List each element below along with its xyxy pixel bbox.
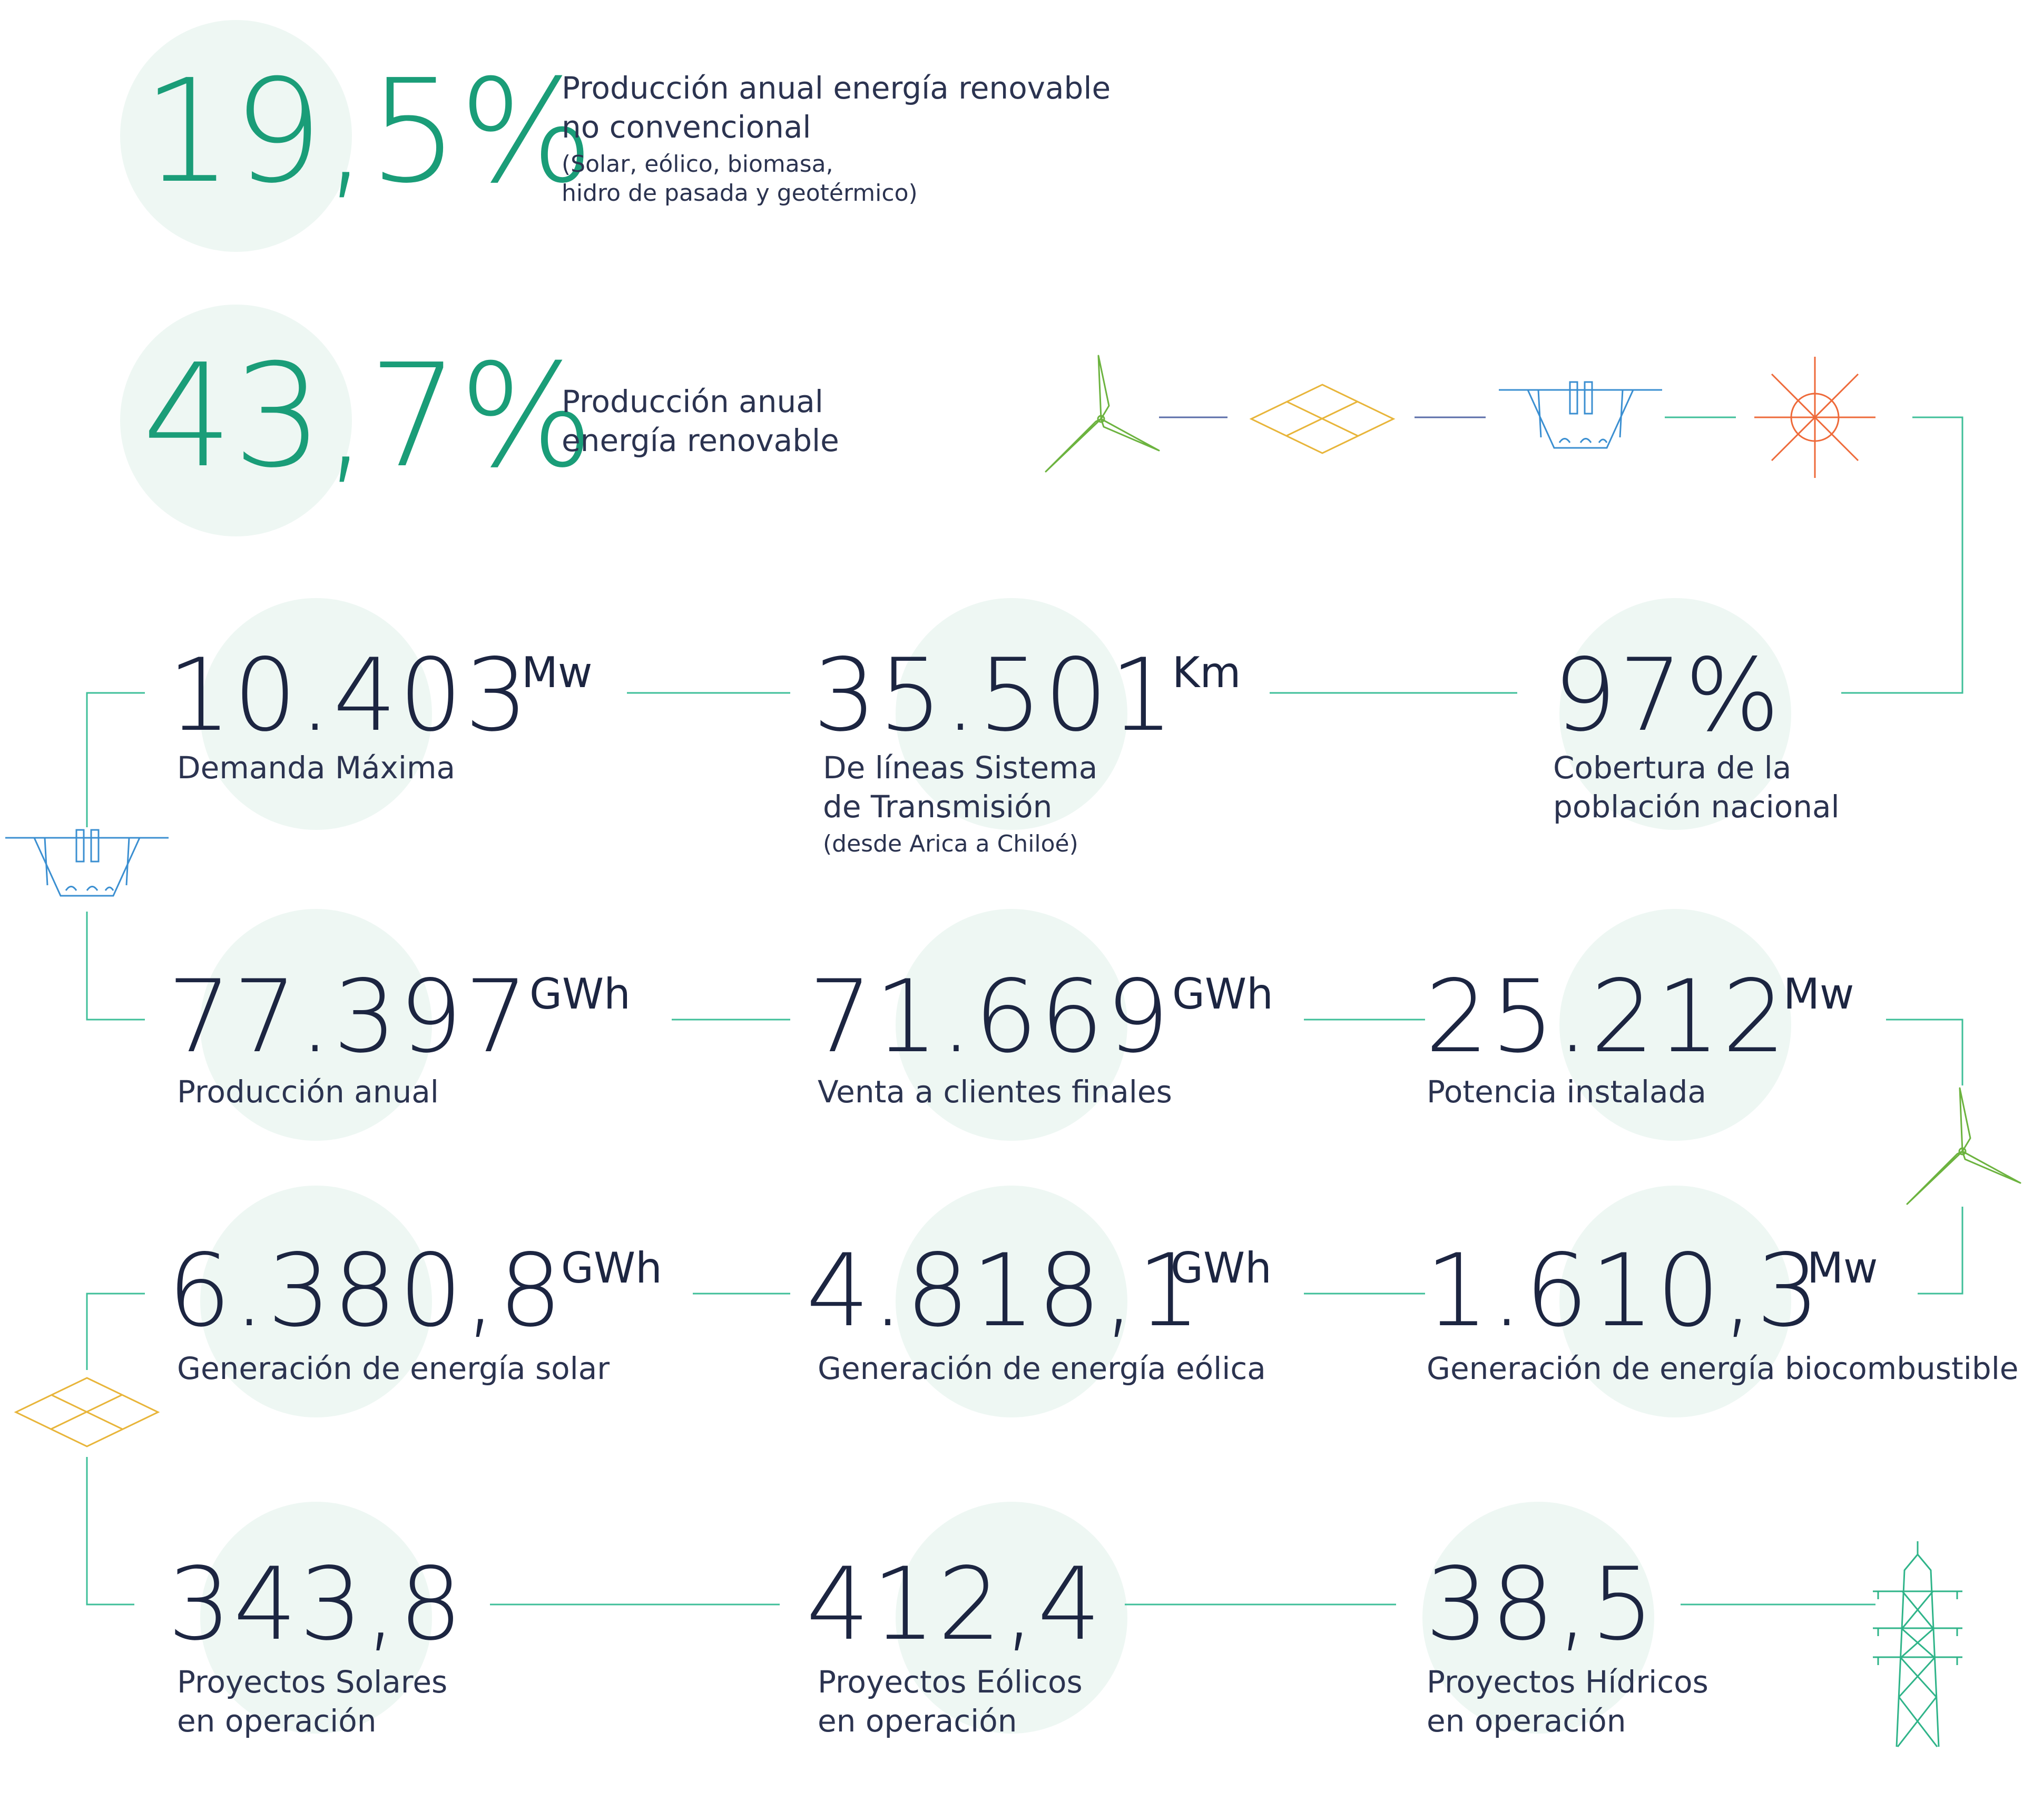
circle-bg-r3c2	[896, 1186, 1127, 1417]
circle-bg-r4c2	[896, 1502, 1127, 1734]
solar-generation-value: 6.380,8	[168, 1232, 565, 1349]
wind-turbine-icon	[1906, 1087, 2021, 1205]
renewable-label-line1: Producción anual	[562, 384, 823, 419]
transmission-lines-label-line2: de Transmisión	[823, 789, 1053, 825]
wind-turbine-icon	[1045, 355, 1160, 473]
installed-power-value: 25.212	[1425, 958, 1788, 1075]
hydro-projects-label-line1: Proyectos Hídricos	[1427, 1664, 1708, 1700]
renewable-nc-label-line1: Producción anual energía renovable	[562, 70, 1111, 106]
final-sales-value: 71.669	[809, 958, 1172, 1075]
solar-generation-label: Generación de energía solar	[177, 1351, 610, 1386]
solar-panel-icon	[1249, 384, 1396, 454]
wind-generation-value: 4.818,1	[806, 1232, 1203, 1349]
circle-bg-r1c3	[1559, 598, 1791, 830]
transmission-lines-label-line1: De líneas Sistema	[823, 750, 1098, 786]
circle-bg-r2c3	[1559, 909, 1791, 1141]
circle-bg-top2	[120, 305, 352, 536]
circle-bg-top1	[120, 20, 352, 252]
circle-bg-r1c1	[200, 598, 432, 830]
renewable-nc-value: 19,5%	[142, 48, 594, 214]
wind-projects-value: 412,4	[806, 1546, 1103, 1662]
circle-bg-r2c2	[896, 909, 1127, 1141]
annual-production-value: 77.397	[168, 958, 531, 1075]
max-demand-value: 10.403	[168, 637, 531, 754]
coverage-label-line2: población nacional	[1553, 789, 1840, 825]
geothermal-icon	[1754, 357, 1875, 478]
solar-generation-unit: GWh	[561, 1244, 662, 1293]
hydro-dam-icon	[1499, 381, 1662, 449]
wind-projects-label-line2: en operación	[818, 1703, 1017, 1739]
renewable-nc-note-line2: hidro de pasada y geotérmico)	[562, 180, 918, 207]
wind-generation-unit: GWh	[1171, 1244, 1272, 1293]
biofuel-generation-label: Generación de energía biocombustible	[1427, 1351, 2019, 1386]
max-demand-unit: Mw	[522, 648, 593, 697]
max-demand-label: Demanda Máxima	[177, 750, 456, 786]
transmission-lines-note: (desde Arica a Chiloé)	[823, 830, 1078, 857]
hydro-projects-value: 38,5	[1425, 1546, 1657, 1662]
circle-bg-r4c1	[200, 1502, 432, 1734]
coverage-label-line1: Cobertura de la	[1553, 750, 1792, 786]
solar-panel-icon	[14, 1377, 160, 1447]
solar-projects-label-line2: en operación	[177, 1703, 377, 1739]
final-sales-unit: GWh	[1172, 970, 1273, 1019]
circle-bg-r2c1	[200, 909, 432, 1141]
circle-bg-r3c3	[1559, 1186, 1791, 1417]
circle-bg-r1c2	[896, 598, 1127, 830]
solar-projects-value: 343,8	[168, 1546, 465, 1662]
circle-bg-r3c1	[200, 1186, 432, 1417]
solar-projects-label-line1: Proyectos Solares	[177, 1664, 448, 1700]
hydro-dam-icon	[5, 829, 169, 897]
circle-bg-r4c3	[1422, 1502, 1654, 1734]
installed-power-label: Potencia instalada	[1427, 1074, 1706, 1110]
hydro-projects-label-line2: en operación	[1427, 1703, 1626, 1739]
renewable-value: 43,7%	[142, 333, 594, 499]
renewable-nc-note-line1: (Solar, eólico, biomasa,	[562, 151, 833, 178]
transmission-lines-unit: Km	[1172, 648, 1241, 697]
power-pylon-icon	[1873, 1541, 1962, 1747]
biofuel-generation-value: 1.610,3	[1425, 1232, 1822, 1349]
biofuel-generation-unit: Mw	[1807, 1244, 1878, 1293]
annual-production-label: Producción anual	[177, 1074, 439, 1110]
installed-power-unit: Mw	[1783, 970, 1854, 1019]
wind-projects-label-line1: Proyectos Eólicos	[818, 1664, 1083, 1700]
renewable-label-line2: energía renovable	[562, 423, 839, 458]
annual-production-unit: GWh	[529, 970, 631, 1019]
coverage-value: 97%	[1553, 637, 1782, 754]
final-sales-label: Venta a clientes finales	[818, 1074, 1172, 1110]
wind-generation-label: Generación de energía eólica	[818, 1351, 1266, 1386]
transmission-lines-value: 35.501	[813, 637, 1176, 754]
renewable-nc-label-line2: no convencional	[562, 109, 811, 145]
